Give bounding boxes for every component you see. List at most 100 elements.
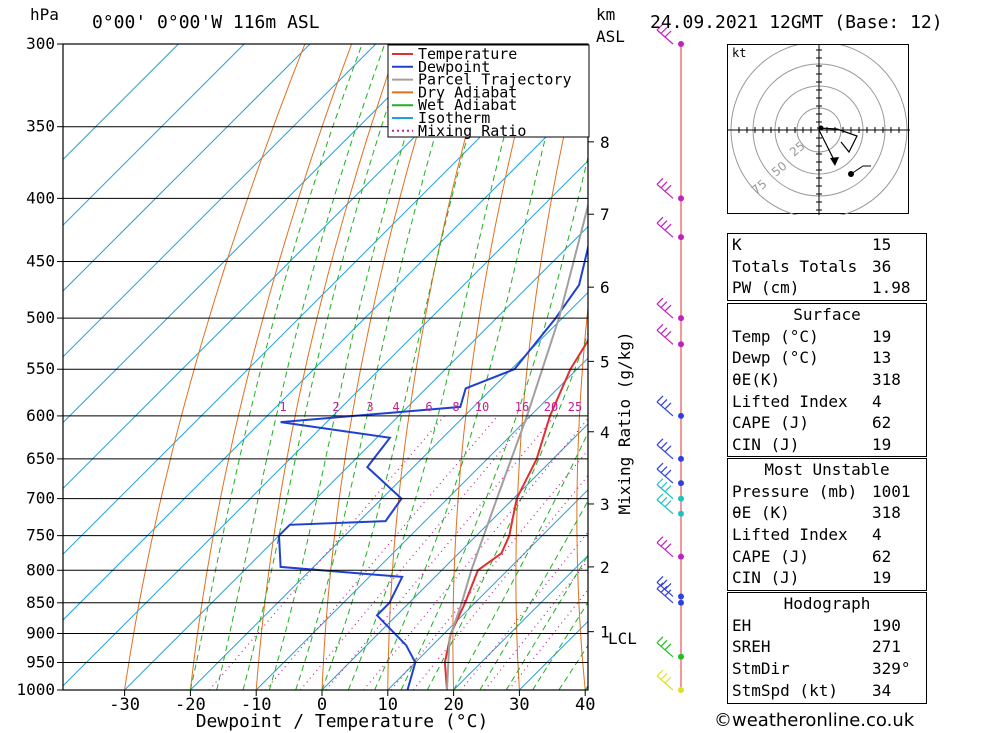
plot-frame (62, 43, 589, 691)
surface-row: θE(K) 318 (732, 370, 901, 390)
legend-entry: Mixing Ratio (418, 122, 526, 140)
most-unstable-heading: Most Unstable (764, 460, 890, 479)
height-unit-label: km (596, 5, 616, 24)
wet-adiabat-line (295, 44, 464, 690)
hodograph-stats-row: SREH 271 (732, 637, 901, 657)
temperature-tick-label: -30 (109, 695, 140, 715)
mixing-ratio-label: 3 (366, 400, 373, 414)
mixing-ratio-label: 6 (425, 400, 432, 414)
height-tick-label: 5 (600, 352, 610, 371)
surface-row: Temp (°C) 19 (732, 326, 892, 346)
wind-level-dot (678, 495, 684, 502)
surface-heading: Surface (793, 305, 861, 324)
height-tick-label: 3 (600, 495, 610, 514)
temperature-tick-label: 10 (378, 695, 398, 715)
series-temperature (443, 338, 588, 690)
pressure-tick-label: 700 (26, 489, 55, 508)
pressure-tick-label: 950 (26, 652, 55, 671)
pressure-tick-label: 1000 (16, 680, 55, 699)
wet-adiabat-line (216, 44, 386, 690)
height-tick-label: 1 (600, 623, 610, 642)
wind-barb (656, 297, 674, 319)
height-unit-label-2: ASL (596, 27, 625, 46)
hodograph-stats-row: StmDir 329° (732, 659, 911, 679)
wind-level-dot (678, 599, 684, 606)
hodograph-ring-label: 75 (749, 177, 770, 198)
most-unstable-row: CAPE (J) 62 (732, 546, 892, 566)
mixing-ratio-line (265, 415, 499, 690)
most-unstable-row: θE (K) 318 (732, 503, 901, 523)
datetime-label: 24.09.2021 12GMT (Base: 12) (650, 12, 943, 33)
mixing-ratio-label: 16 (515, 400, 529, 414)
lcl-label: LCL (608, 629, 637, 648)
pressure-tick-label: 350 (26, 117, 55, 136)
surface-row: CIN (J) 19 (732, 435, 892, 455)
wet-adiabat-line (242, 44, 410, 690)
pressure-tick-label: 800 (26, 560, 55, 579)
legend-entry: Dewpoint (418, 58, 490, 76)
legend-box (387, 44, 590, 138)
legend-entry: Wet Adiabat (418, 96, 517, 114)
dry-adiabat-line (189, 44, 353, 690)
hodograph-unit: kt (732, 46, 747, 60)
index-row-totals: Totals Totals 36 (732, 256, 892, 276)
wind-barb (656, 23, 674, 45)
wet-adiabat-line (374, 44, 570, 690)
wind-barb (656, 636, 674, 658)
height-tick-label: 8 (600, 133, 610, 152)
storm-motion-arrowhead (830, 157, 839, 166)
hodograph-stats-heading: Hodograph (783, 594, 871, 613)
pressure-tick-label: 550 (26, 359, 55, 378)
wind-barb (656, 493, 674, 515)
pressure-tick-label: 850 (26, 593, 55, 612)
isotherm-line (63, 44, 508, 490)
legend-entry: Temperature (418, 45, 517, 63)
isotherm-line (255, 357, 588, 690)
isotherm-line (63, 44, 377, 358)
isotherm-line (124, 225, 588, 690)
wind-level-dot (678, 412, 684, 419)
mixing-ratio-label: 1 (279, 400, 286, 414)
isotherm-line (63, 44, 311, 292)
height-tick-label: 4 (600, 423, 610, 442)
surface-row: Lifted Index 4 (732, 391, 882, 411)
pressure-tick-label: 450 (26, 252, 55, 271)
storm-motion-vector (818, 129, 836, 163)
mixing-ratio-label: 10 (475, 400, 489, 414)
isotherm-line (321, 423, 588, 690)
isotherm-line (63, 44, 179, 161)
location-label: 0°00' 0°00'W 116m ASL (92, 12, 320, 33)
legend-entry: Isotherm (418, 109, 490, 127)
mixing-ratio-line (390, 449, 588, 690)
wind-barb (656, 478, 674, 500)
wet-adiabat-line (453, 431, 588, 690)
series-dewpoint (277, 243, 588, 690)
wind-level-dot (678, 41, 684, 47)
pressure-tick-label: 600 (26, 406, 55, 425)
most-unstable-box: Most Unstable Pressure (mb) 1001 θE (K) 31… (727, 458, 927, 591)
most-unstable-row: Lifted Index 4 (732, 525, 882, 545)
wind-barb (656, 462, 674, 484)
pressure-tick-label: 900 (26, 623, 55, 642)
most-unstable-row: CIN (J) 19 (732, 568, 892, 588)
isotherm-line (63, 160, 588, 687)
temperature-tick-label: 30 (509, 695, 529, 715)
wind-level-dot (678, 653, 684, 660)
height-tick-label: 2 (600, 558, 610, 577)
isotherm-line (63, 44, 245, 226)
wind-level-dot (678, 510, 684, 517)
hodograph-ring-label: 25 (787, 139, 808, 160)
wet-adiabat-line (347, 44, 530, 690)
pressure-tick-label: 650 (26, 449, 55, 468)
height-tick-label: 6 (600, 278, 610, 297)
wind-level-dot (678, 480, 684, 487)
wind-barb (656, 438, 674, 460)
height-tick-label: 7 (600, 205, 610, 224)
wind-barb (656, 669, 674, 691)
wet-adiabat-line (189, 44, 363, 690)
legend-entry: Parcel Trajectory (418, 71, 572, 89)
pressure-tick-label: 400 (26, 188, 55, 207)
dry-adiabat-line (124, 44, 306, 690)
